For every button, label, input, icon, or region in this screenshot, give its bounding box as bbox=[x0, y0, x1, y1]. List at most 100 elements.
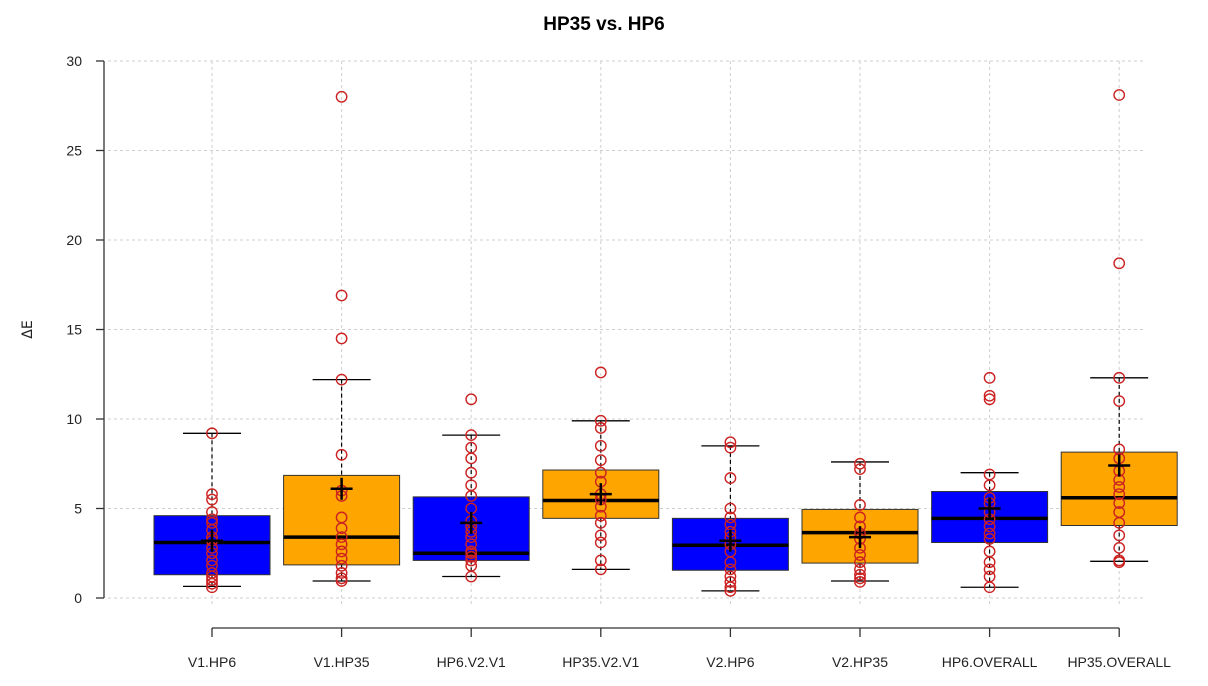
x-tick-label: V2.HP35 bbox=[832, 654, 888, 670]
data-point bbox=[206, 567, 218, 579]
data-point bbox=[724, 563, 737, 576]
data-point bbox=[983, 468, 996, 481]
data-point bbox=[335, 448, 348, 461]
data-point bbox=[724, 502, 737, 515]
y-tick-label: 30 bbox=[66, 53, 82, 69]
data-point bbox=[854, 499, 866, 511]
y-tick-label: 0 bbox=[74, 590, 82, 606]
data-point bbox=[335, 545, 348, 558]
y-tick-label: 15 bbox=[66, 322, 82, 338]
data-point bbox=[465, 466, 478, 479]
chart-title: HP35 vs. HP6 bbox=[543, 14, 665, 35]
data-point bbox=[983, 545, 996, 558]
data-point bbox=[1113, 497, 1126, 510]
data-point bbox=[983, 389, 996, 402]
data-point bbox=[335, 90, 348, 103]
data-point bbox=[1113, 395, 1126, 407]
y-tick-label: 20 bbox=[66, 232, 82, 248]
x-tick-label: HP6.V2.V1 bbox=[437, 654, 506, 670]
data-point bbox=[206, 506, 218, 518]
data-point bbox=[206, 493, 218, 506]
data-point bbox=[206, 427, 218, 440]
data-point bbox=[335, 332, 348, 345]
data-point bbox=[724, 441, 737, 454]
data-point bbox=[724, 570, 737, 583]
data-point bbox=[594, 516, 607, 529]
x-tick-label: HP35.V2.V1 bbox=[562, 654, 639, 670]
data-point bbox=[724, 436, 737, 449]
data-point bbox=[335, 559, 348, 572]
data-point bbox=[854, 556, 866, 569]
data-point bbox=[335, 373, 348, 386]
y-tick-label: 5 bbox=[74, 501, 82, 517]
grid-lines bbox=[108, 60, 1145, 606]
data-point bbox=[983, 533, 996, 545]
data-point bbox=[983, 570, 996, 583]
data-point bbox=[1113, 89, 1126, 101]
data-point bbox=[854, 463, 866, 476]
data-point bbox=[724, 472, 737, 484]
data-point bbox=[594, 414, 607, 427]
data-point bbox=[1113, 506, 1126, 518]
data-point bbox=[335, 572, 348, 585]
y-axis-label: ΔE bbox=[20, 320, 36, 338]
data-point bbox=[465, 559, 478, 572]
x-tick-label: V2.HP6 bbox=[706, 654, 754, 670]
x-tick-label: HP35.OVERALL bbox=[1067, 654, 1171, 670]
data-point bbox=[594, 563, 607, 576]
data-point bbox=[335, 511, 348, 524]
x-tick-label: HP6.OVERALL bbox=[942, 654, 1038, 670]
data-point bbox=[594, 529, 607, 542]
data-point bbox=[465, 393, 478, 406]
data-point bbox=[335, 567, 348, 579]
data-point bbox=[594, 366, 607, 379]
data-point bbox=[724, 584, 737, 597]
data-point bbox=[983, 563, 996, 576]
data-point bbox=[1113, 257, 1126, 270]
y-tick-label: 25 bbox=[66, 143, 82, 159]
y-tick-label: 10 bbox=[66, 411, 82, 427]
data-point bbox=[854, 568, 866, 581]
data-point bbox=[854, 572, 866, 585]
axes: 0 5 10 15 20 25 30 V1.HP6 V1.HP35 HP6.V2.V1 HP35.V… bbox=[66, 53, 1171, 670]
data-point bbox=[983, 527, 996, 540]
data-point bbox=[335, 538, 348, 551]
x-tick-label: V1.HP6 bbox=[188, 654, 236, 670]
data-point bbox=[1113, 481, 1126, 493]
data-point bbox=[335, 552, 348, 565]
data-point bbox=[335, 531, 348, 544]
data-point bbox=[854, 549, 866, 561]
data-point bbox=[594, 554, 607, 567]
data-points bbox=[201, 89, 1131, 597]
data-point bbox=[465, 441, 478, 454]
data-point bbox=[465, 429, 478, 442]
data-point bbox=[335, 289, 348, 302]
data-point bbox=[983, 520, 996, 533]
boxes bbox=[153, 377, 1178, 592]
data-point bbox=[1113, 371, 1126, 384]
data-point bbox=[465, 538, 478, 551]
data-point bbox=[1113, 529, 1126, 542]
data-point bbox=[724, 575, 737, 588]
data-point bbox=[1113, 554, 1126, 567]
data-point bbox=[983, 393, 996, 406]
data-point bbox=[206, 574, 218, 586]
data-point bbox=[1113, 488, 1126, 501]
data-point bbox=[594, 509, 607, 522]
data-point bbox=[854, 563, 866, 576]
data-point bbox=[854, 575, 866, 588]
data-point bbox=[206, 554, 218, 567]
data-point bbox=[854, 511, 866, 524]
data-point bbox=[465, 550, 478, 563]
data-point bbox=[206, 488, 218, 501]
data-point bbox=[465, 554, 478, 567]
data-point bbox=[594, 454, 607, 467]
data-point bbox=[594, 439, 607, 452]
data-point bbox=[465, 545, 478, 558]
data-point bbox=[1113, 541, 1126, 554]
data-point bbox=[854, 457, 866, 470]
data-point bbox=[594, 466, 607, 479]
data-point bbox=[465, 479, 478, 492]
data-point bbox=[206, 513, 218, 526]
